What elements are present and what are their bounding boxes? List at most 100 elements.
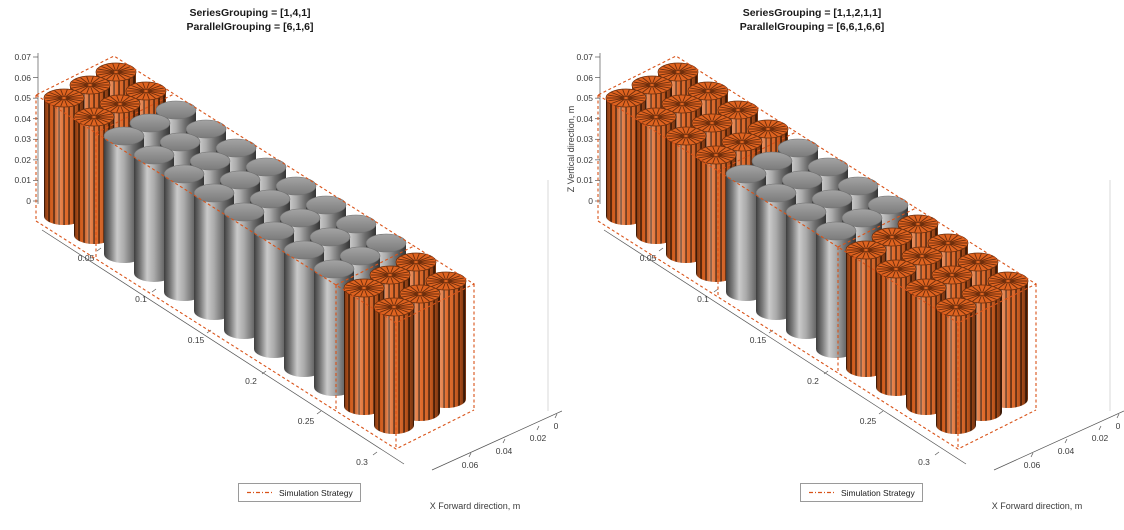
x-tick-label: 0.1	[135, 294, 147, 304]
legend-box: Simulation Strategy	[800, 483, 923, 502]
cell-top-spokes	[97, 63, 135, 81]
cell-top	[875, 259, 917, 279]
cell-top	[283, 240, 325, 260]
cell-top-spokes	[689, 82, 727, 100]
series-grouping-title: SeriesGrouping = [1,1,2,1,1]	[742, 7, 882, 19]
z-tick-label: 0.02	[14, 154, 31, 165]
x-axis-line	[41, 229, 405, 465]
cell-top	[103, 126, 145, 146]
legend-label: Simulation Strategy	[279, 487, 353, 498]
cell-top	[867, 195, 909, 215]
cell-top-spokes	[607, 89, 645, 107]
parallel-grouping-title: ParallelGrouping = [6,6,1,6,6]	[739, 20, 885, 33]
cell-top-spokes	[633, 76, 671, 94]
cell-top-spokes	[959, 253, 997, 271]
y-tick-label: 0.04	[495, 446, 513, 456]
x-tick-label: 0.2	[245, 376, 257, 386]
cell-top	[785, 202, 827, 222]
panel-right: Z Vertical direction, m SeriesGrouping =…	[562, 0, 1124, 530]
z-tick-label: 0.07	[576, 52, 593, 62]
z-tick-label: 0.03	[14, 134, 31, 145]
cell-top	[125, 81, 167, 101]
battery-pack	[605, 62, 1029, 434]
cell-top	[811, 189, 853, 209]
z-tick-label: 0.07	[14, 52, 31, 62]
z-tick-label: 0.05	[14, 93, 31, 104]
y-tick-label: 0.04	[1057, 446, 1075, 456]
cell-top	[189, 151, 231, 171]
cell-top	[957, 252, 999, 272]
cell-top-spokes	[75, 108, 113, 126]
z-tick-label: 0.06	[576, 72, 593, 83]
cell-top	[661, 94, 703, 114]
cell-top	[343, 278, 385, 298]
cell-top-spokes	[723, 133, 761, 151]
parallel-grouping-title: ParallelGrouping = [6,1,6]	[186, 20, 314, 33]
cell-top	[721, 132, 763, 152]
cell-top-spokes	[667, 127, 705, 145]
cell-top-spokes	[963, 285, 1001, 303]
x-tick-label: 0.3	[356, 457, 368, 467]
cell-top	[275, 176, 317, 196]
cell-top	[605, 88, 647, 108]
cell-top-spokes	[101, 95, 139, 113]
cell-top	[807, 157, 849, 177]
cell-top-spokes	[933, 266, 971, 284]
y-axis-line	[993, 410, 1124, 471]
cell-top-spokes	[693, 114, 731, 132]
z-tick-label: 0	[26, 196, 31, 206]
cell-top	[335, 214, 377, 234]
cell-top	[935, 297, 977, 317]
simulation-strategy-outline	[596, 55, 1038, 450]
battery-cell-strategy	[373, 297, 415, 434]
y-tick-label: 0	[553, 421, 559, 431]
z-tick-label: 0.01	[14, 175, 31, 186]
cell-top	[399, 284, 441, 304]
cell-top	[631, 75, 673, 95]
x-tick-label: 0.25	[297, 416, 315, 426]
cell-top	[309, 227, 351, 247]
cell-top-spokes	[663, 95, 701, 113]
cell-top	[373, 297, 415, 317]
cell-top-spokes	[375, 298, 413, 316]
z-tick-label: 0.04	[576, 113, 593, 124]
z-tick-label: 0.06	[14, 72, 31, 83]
cell-top	[129, 113, 171, 133]
cell-top	[313, 259, 355, 279]
cell-top-spokes	[907, 279, 945, 297]
legend-label: Simulation Strategy	[841, 487, 915, 498]
plot-title-left: SeriesGrouping = [1,4,1] ParallelGroupin…	[0, 7, 500, 34]
cell-top	[193, 183, 235, 203]
z-tick-label: 0.04	[14, 113, 31, 124]
x-tick-label: 0.15	[749, 335, 767, 345]
cell-top-spokes	[401, 285, 439, 303]
cell-top	[73, 107, 115, 127]
cell-top	[185, 119, 227, 139]
cell-top-spokes	[127, 82, 165, 100]
y-tick-label: 0.02	[529, 433, 547, 443]
x-tick-label: 0.05	[639, 253, 657, 263]
x-tick-label: 0.15	[187, 335, 205, 345]
legend-line-sample	[247, 491, 273, 494]
cell-top	[871, 227, 913, 247]
legend-box: Simulation Strategy	[238, 483, 361, 502]
z-tick-label: 0	[588, 196, 593, 206]
cell-top	[931, 265, 973, 285]
cell-top-spokes	[929, 234, 967, 252]
cell-top	[369, 265, 411, 285]
y-tick-label: 0.06	[1023, 460, 1041, 470]
z-tick-label: 0.01	[576, 175, 593, 186]
cell-top-spokes	[903, 247, 941, 265]
simulation-strategy-outline	[34, 55, 476, 450]
y-tick-label: 0.06	[461, 460, 479, 470]
x-tick-label: 0.25	[859, 416, 877, 426]
cell-top	[725, 164, 767, 184]
axes	[33, 53, 562, 471]
cell-top	[897, 214, 939, 234]
cell-top	[961, 284, 1003, 304]
cell-top	[691, 113, 733, 133]
cell-top	[425, 271, 467, 291]
cell-top-spokes	[637, 108, 675, 126]
cell-top	[695, 145, 737, 165]
